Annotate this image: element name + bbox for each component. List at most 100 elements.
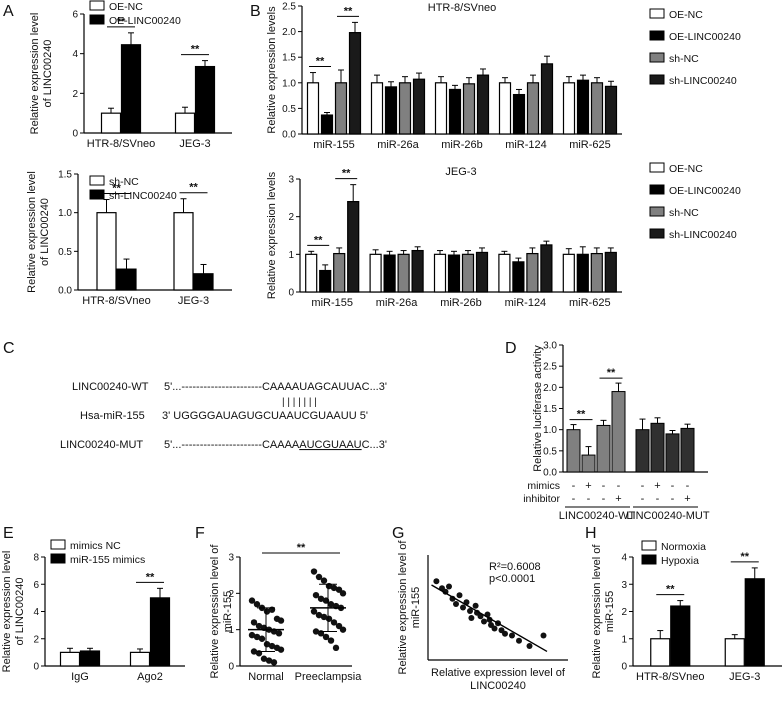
condition-symbol: - <box>572 480 576 492</box>
panel-e-chart: 0 2 4 6 8 Relative expression level of LINC002… <box>1 551 185 683</box>
y-tick-label: 0.5 <box>282 104 296 115</box>
significance-label: ** <box>189 182 198 194</box>
sequence-row-mirna: Hsa-miR-155 3' UGGGGAUAGUGCUAAUCGUAAUU 5… <box>80 410 368 422</box>
panel-label-f: F <box>195 525 205 542</box>
legend-label: miR-155 mimics <box>70 554 145 566</box>
legend-swatch <box>649 30 665 41</box>
bar <box>512 93 526 135</box>
x-tick-label: miR-26b <box>441 139 483 151</box>
y-axis-label: Relative expression level <box>26 171 38 293</box>
bar <box>581 454 596 473</box>
bar <box>383 254 396 293</box>
bar <box>384 86 398 135</box>
condition-symbol: - <box>602 493 606 505</box>
y-tick-label: 2.0 <box>543 383 557 394</box>
data-point <box>330 619 338 626</box>
bar <box>447 254 461 293</box>
data-point <box>468 615 475 621</box>
data-point <box>330 584 338 592</box>
sequence-site: UAGCAUUAC <box>299 381 369 393</box>
panel-label-b: B <box>250 3 261 20</box>
y-tick-label: 1 <box>621 634 627 645</box>
data-point <box>322 633 330 641</box>
data-point <box>253 601 261 608</box>
condition-symbol: - <box>656 493 660 505</box>
bar <box>433 253 447 293</box>
x-tick-label: miR-625 <box>569 139 611 151</box>
sequence-row-mut: LINC00240-MUT 5'...---------------------… <box>60 439 387 451</box>
panel-label-d: D <box>505 340 517 357</box>
sequence-text: 3' UGGGGAUAGUGCUAAUCGUAAUU 5' <box>162 410 368 422</box>
significance-label: ** <box>344 5 353 17</box>
bar <box>320 114 334 135</box>
x-tick-label: JEG-3 <box>178 295 209 307</box>
sequence-site: UCGUAAU <box>294 410 349 422</box>
condition-symbol: - <box>572 493 576 505</box>
legend-swatch <box>89 189 105 200</box>
bar <box>173 212 194 291</box>
panel-b-bottom-chart: 0 1 2 3 Relative expression levels miR-155 miR… <box>266 166 622 309</box>
y-tick-label: 2.0 <box>282 27 296 38</box>
y-tick-label: 0.0 <box>543 468 557 479</box>
significance-label: ** <box>666 584 675 596</box>
bar <box>120 44 142 134</box>
data-point <box>540 632 547 639</box>
bar <box>149 597 171 667</box>
condition-symbol: - <box>686 480 690 492</box>
x-tick-label: IgG <box>71 671 89 683</box>
data-point <box>472 602 479 609</box>
bar <box>670 605 691 667</box>
x-tick-label: Preeclampsia <box>295 671 363 683</box>
condition-label: mimics <box>527 480 560 492</box>
y-tick-label: 2 <box>72 89 78 100</box>
bar <box>462 83 476 135</box>
panel-h-legend: Normoxia Hypoxia <box>641 540 706 567</box>
legend-label: sh-NC <box>669 53 699 65</box>
panel-a-top-chart: 0 2 4 6 Relative expression level of LINC0024… <box>29 10 232 150</box>
data-point <box>265 657 273 664</box>
x-axis-label: Relative expression level of <box>431 667 566 679</box>
y-tick-label: 2 <box>228 589 234 600</box>
legend-label: Hypoxia <box>661 555 699 567</box>
significance-label: ** <box>117 16 126 28</box>
y-axis-label: Relative expression level of <box>397 540 409 675</box>
data-point <box>526 643 533 649</box>
y-tick-label: 0.5 <box>543 446 557 457</box>
data-point <box>250 619 258 626</box>
y-tick-label: 6 <box>33 580 39 591</box>
condition-symbol: + <box>654 480 660 492</box>
legend-label: sh-LINC00240 <box>669 229 737 241</box>
bar <box>680 427 695 473</box>
y-tick-label: 3 <box>621 580 627 591</box>
data-point <box>339 626 347 633</box>
y-tick-label: 2 <box>621 607 627 618</box>
bar <box>475 251 489 293</box>
y-tick-label: 2.5 <box>543 362 557 373</box>
x-tick-label: miR-26a <box>377 139 419 151</box>
data-point <box>268 642 276 650</box>
y-axis-label: miR-155 <box>410 587 422 629</box>
x-tick-label: JEG-3 <box>729 671 760 683</box>
y-tick-label: 0 <box>72 129 78 140</box>
bar <box>611 391 626 473</box>
y-tick-label: 3 <box>288 175 294 186</box>
bar <box>434 82 448 135</box>
legend-label: sh-NC <box>109 176 139 188</box>
data-point <box>275 630 283 637</box>
bar <box>650 422 665 473</box>
stat-annotation: R²=0.6008 <box>489 561 541 573</box>
stat-annotation: p<0.0001 <box>489 573 535 585</box>
x-tick-label: miR-124 <box>505 139 547 151</box>
panel-a-top-legend: OE-NC OE-LINC00240 <box>89 0 181 27</box>
panel-label-a: A <box>3 3 14 20</box>
y-tick-label: 2.5 <box>282 2 296 13</box>
x-tick-label: JEG-3 <box>179 138 210 150</box>
data-point <box>491 625 498 632</box>
x-tick-label: miR-26a <box>376 297 418 309</box>
y-tick-label: 1.0 <box>543 425 557 436</box>
data-point <box>277 646 285 653</box>
x-tick-label: miR-26b <box>440 297 482 309</box>
condition-label: inhibitor <box>523 493 560 505</box>
chart-title: HTR-8/SVneo <box>428 2 496 14</box>
